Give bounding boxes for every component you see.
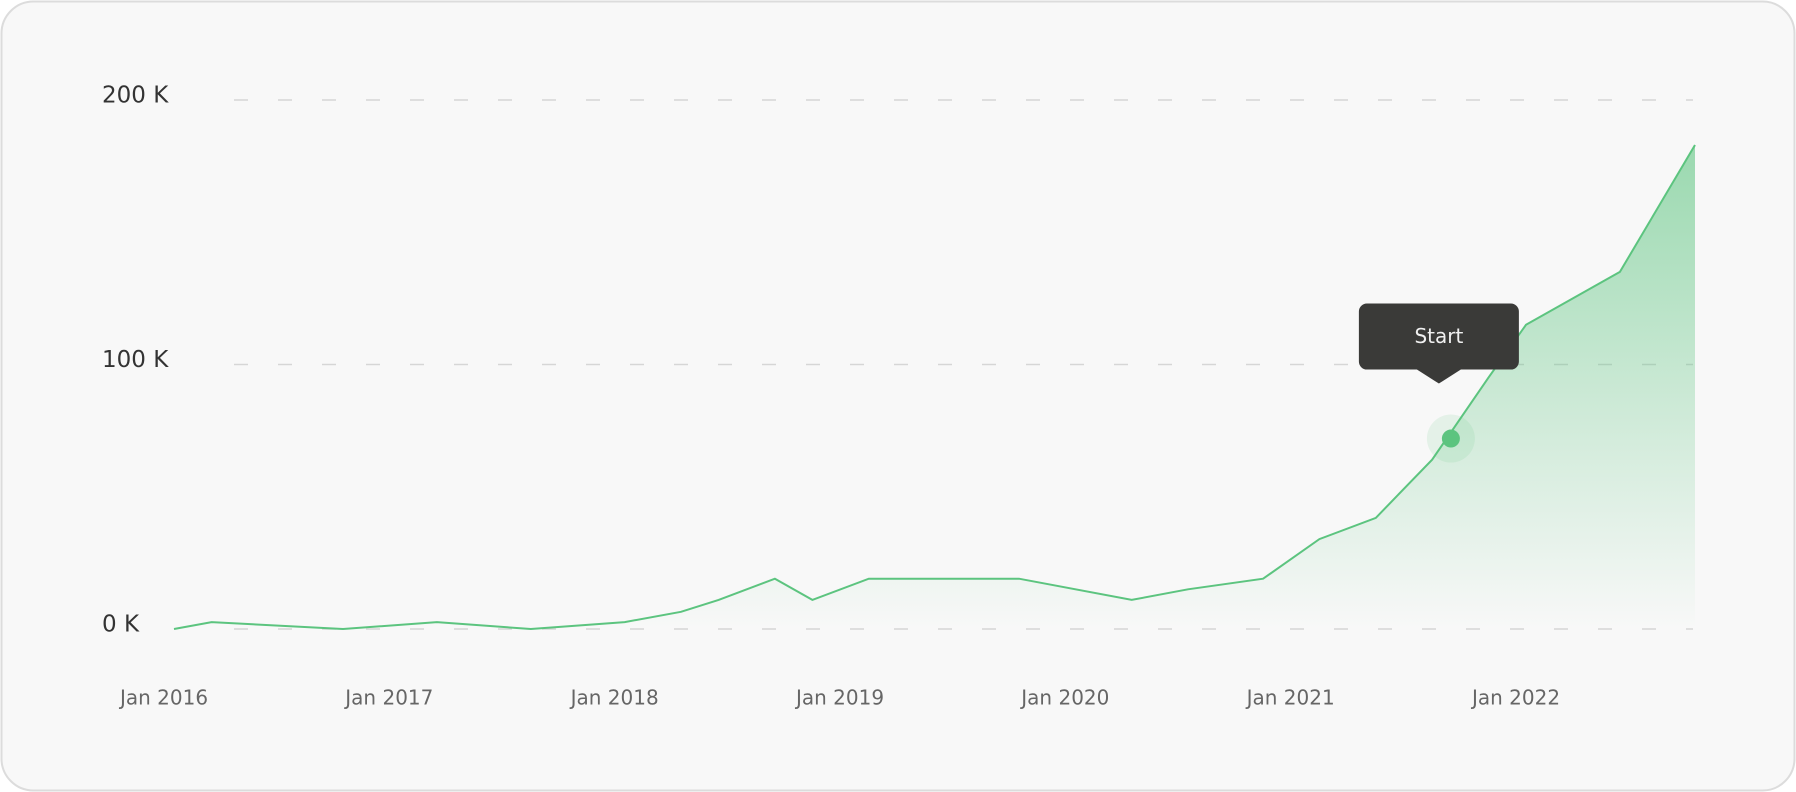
line	[173, 144, 1696, 631]
x-tick-label: Jan 2018	[569, 686, 659, 710]
x-tick-label: Jan 2021	[1245, 686, 1335, 710]
x-tick-label: Jan 2022	[1470, 686, 1560, 710]
tooltip	[1358, 303, 1519, 384]
y-tick-label: 100 K	[102, 347, 169, 373]
x-tick-label: Jan 2019	[794, 686, 884, 710]
y-tick-label: 0 K	[102, 612, 140, 638]
area	[174, 145, 1695, 629]
x-tick-label: Jan 2017	[343, 686, 433, 710]
y-tick-label: 200 K	[102, 83, 169, 109]
x-tick-label: Jan 2016	[118, 686, 208, 710]
tooltip-label: Start	[1414, 324, 1463, 348]
highlight-point	[1441, 429, 1460, 448]
x-tick-label: Jan 2020	[1019, 686, 1109, 710]
